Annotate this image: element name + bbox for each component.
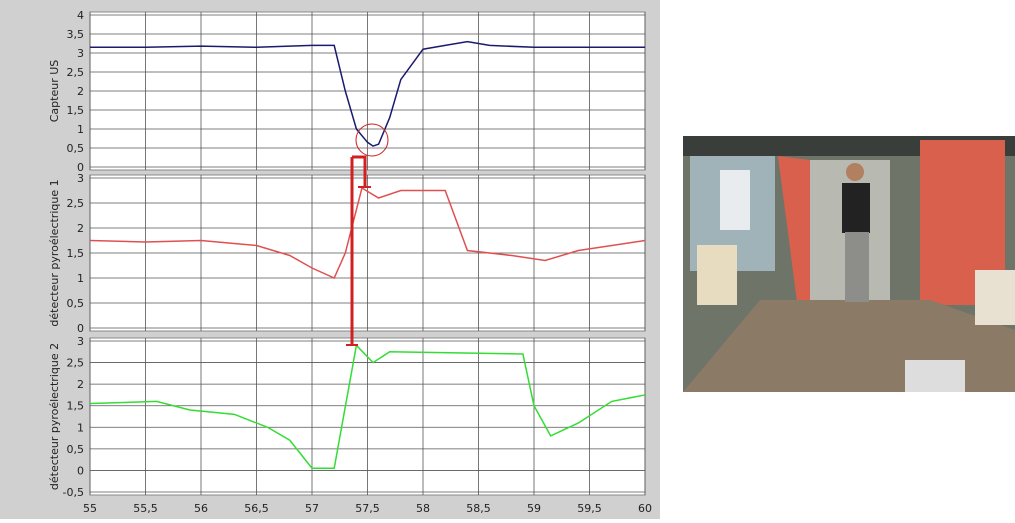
y-tick-label: 1,5 [67, 400, 85, 413]
y-tick-label: 0,5 [67, 297, 85, 310]
y-tick-label: 2 [77, 222, 84, 235]
y-tick-label: 2 [77, 378, 84, 391]
photo [683, 136, 1015, 392]
x-tick-label: 55 [83, 502, 97, 515]
x-tick-label: 58 [416, 502, 430, 515]
x-tick-label: 55,5 [133, 502, 158, 515]
y-tick-label: 1,5 [67, 247, 85, 260]
y-tick-label: 2,5 [67, 197, 85, 210]
x-tick-label: 59,5 [577, 502, 602, 515]
x-tick-label: 59 [527, 502, 541, 515]
y-tick-label: 4 [77, 9, 84, 22]
x-tick-label: 58,5 [466, 502, 491, 515]
y-tick-label: -0,5 [63, 486, 84, 499]
x-tick-label: 56,5 [244, 502, 269, 515]
y-tick-label: 0,5 [67, 142, 85, 155]
x-tick-label: 56 [194, 502, 208, 515]
y-tick-label: 0,5 [67, 443, 85, 456]
y-tick-label: 3,5 [67, 28, 85, 41]
line [90, 40, 645, 147]
y-tick-label: 2,5 [67, 66, 85, 79]
y-tick-label: 1,5 [67, 104, 85, 117]
y-tick-label: 3 [77, 172, 84, 185]
y-tick-label: 2,5 [67, 357, 85, 370]
y-tick-label: 1 [77, 123, 84, 136]
y-tick-label: 3 [77, 47, 84, 60]
y-tick-label: 1 [77, 421, 84, 434]
y-tick-label: 0 [77, 464, 84, 477]
annotation [346, 123, 389, 346]
x-tick-label: 60 [638, 502, 652, 515]
y-axis-label: Capteur US [48, 60, 61, 123]
x-tick-label: 57 [305, 502, 319, 515]
y-tick-label: 0 [77, 322, 84, 335]
y-tick-label: 2 [77, 85, 84, 98]
y-tick-label: 3 [77, 335, 84, 348]
y-tick-label: 0 [77, 161, 84, 174]
y-axis-label: détecteur pyroélectrique 2 [48, 343, 61, 490]
y-tick-label: 1 [77, 272, 84, 285]
x-tick-label: 57,5 [355, 502, 380, 515]
y-axis-label: détecteur pyroélectrique 1 [48, 179, 61, 326]
